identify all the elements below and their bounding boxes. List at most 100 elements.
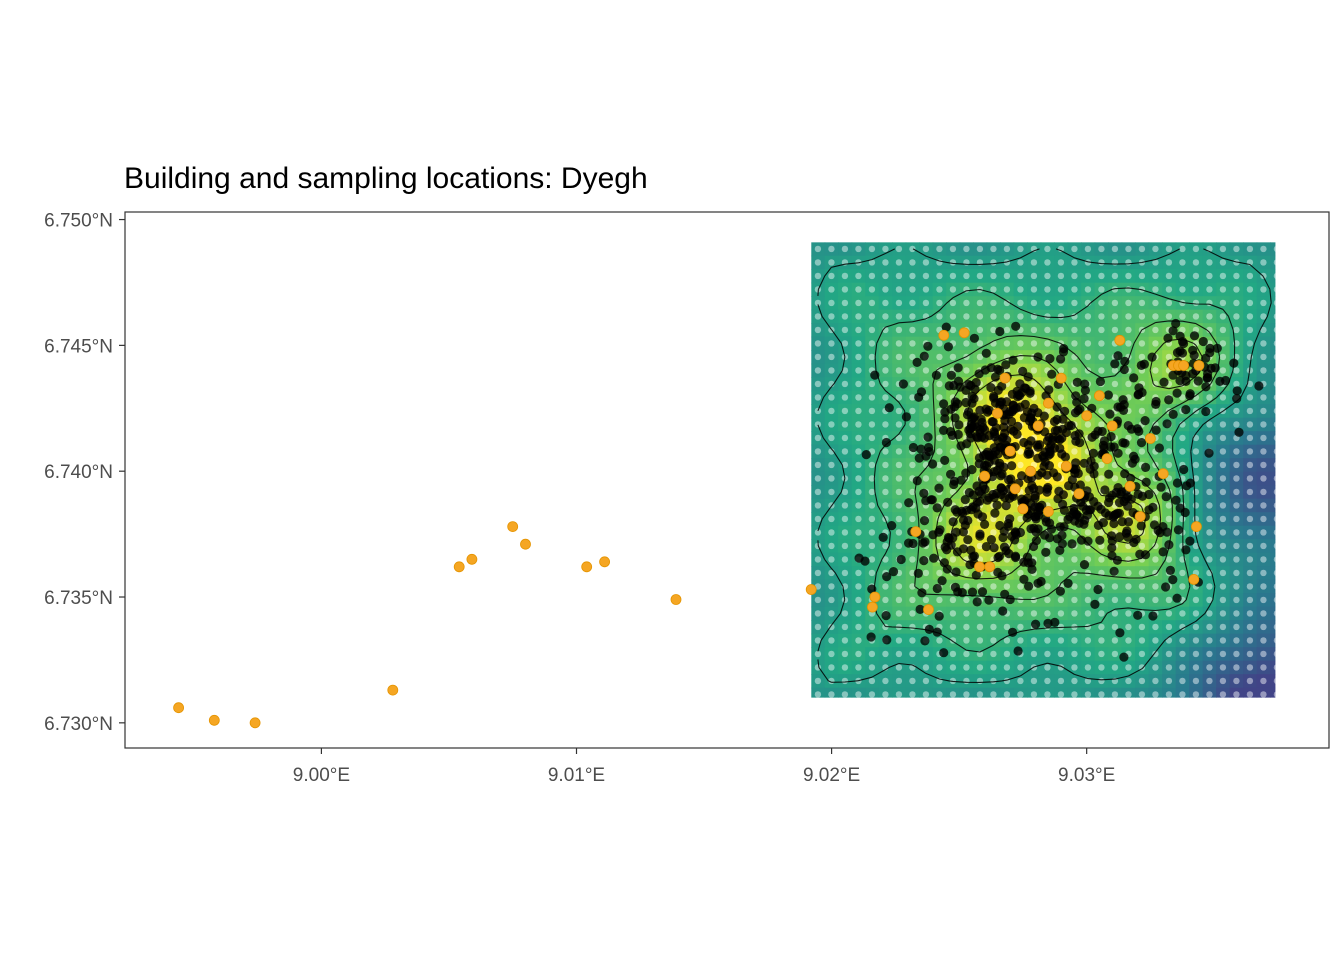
raster-cell — [1094, 255, 1109, 270]
raster-grid-point — [1246, 326, 1254, 334]
raster-cell — [1054, 323, 1069, 338]
raster-grid-point — [1273, 246, 1276, 252]
raster-grid-point — [1111, 299, 1119, 307]
raster-cell — [892, 350, 907, 365]
raster-grid-point — [1152, 340, 1159, 347]
raster-cell — [851, 363, 866, 378]
building-point — [1229, 358, 1239, 368]
raster-grid-point — [841, 394, 849, 401]
raster-cell — [959, 620, 974, 635]
raster-grid-point — [1044, 596, 1051, 604]
raster-cell — [1189, 647, 1204, 662]
raster-grid-point — [1192, 502, 1200, 509]
raster-grid-point — [814, 623, 822, 631]
raster-grid-point — [1179, 272, 1186, 280]
building-point — [946, 370, 957, 380]
raster-cell — [892, 539, 907, 554]
building-point — [1144, 505, 1154, 515]
building-point — [946, 469, 956, 479]
building-point — [1033, 470, 1043, 480]
raster-grid-point — [828, 475, 835, 482]
raster-grid-point — [1111, 259, 1119, 266]
building-point — [967, 465, 977, 475]
raster-grid-point — [963, 596, 970, 604]
raster-cell — [838, 687, 853, 698]
raster-cell — [905, 579, 920, 594]
raster-cell — [1094, 606, 1109, 621]
raster-cell — [1243, 525, 1258, 540]
raster-grid-point — [922, 664, 930, 671]
building-point — [1109, 566, 1119, 576]
raster-cell — [1175, 579, 1190, 594]
raster-cell — [838, 323, 853, 338]
raster-cell — [1000, 242, 1015, 257]
raster-grid-point — [841, 529, 849, 536]
raster-grid-point — [855, 677, 862, 685]
y-axis: 6.730°N6.735°N6.740°N6.745°N6.750°N — [44, 211, 125, 735]
raster-grid-point — [1152, 407, 1159, 415]
raster-grid-point — [1206, 610, 1213, 617]
raster-grid-point — [841, 299, 849, 307]
building-point — [1087, 432, 1097, 442]
raster-grid-point — [949, 299, 957, 307]
raster-grid-point — [841, 691, 849, 698]
building-point — [1052, 534, 1062, 544]
raster-grid-point — [1030, 380, 1038, 388]
building-point — [1106, 432, 1116, 442]
raster-grid-point — [949, 610, 957, 617]
raster-grid-point — [1138, 542, 1146, 550]
building-point — [989, 455, 1000, 465]
building-point — [1134, 426, 1144, 436]
building-point — [1083, 536, 1093, 546]
raster-cell — [1121, 282, 1136, 297]
building-point — [1140, 416, 1150, 426]
raster-grid-point — [1098, 259, 1105, 266]
raster-cell — [919, 242, 934, 257]
raster-cell — [1202, 606, 1217, 621]
raster-cell — [878, 363, 893, 378]
raster-grid-point — [895, 610, 903, 617]
building-point — [1060, 452, 1070, 462]
raster-grid-point — [828, 407, 835, 415]
sampling-point — [1081, 410, 1093, 422]
raster-grid-point — [1017, 583, 1024, 590]
raster-cell — [973, 242, 988, 257]
raster-cell — [878, 336, 893, 351]
raster-cell — [851, 269, 866, 284]
building-point — [882, 572, 892, 582]
raster-grid-point — [1138, 340, 1146, 347]
building-point — [971, 570, 981, 580]
raster-cell — [1081, 620, 1096, 635]
raster-grid-point — [855, 448, 862, 455]
raster-cell — [1094, 296, 1109, 311]
raster-cell — [1270, 633, 1276, 648]
y-tick-label: 6.745°N — [44, 336, 113, 357]
raster-grid-point — [1260, 340, 1267, 347]
raster-cell — [878, 242, 893, 257]
raster-cell — [851, 633, 866, 648]
building-point — [1025, 388, 1035, 398]
raster-grid-point — [1206, 691, 1213, 698]
raster-grid-point — [882, 286, 889, 293]
raster-grid-point — [1233, 488, 1240, 496]
building-point — [1006, 424, 1016, 434]
raster-grid-point — [1219, 367, 1227, 374]
building-point — [1112, 555, 1122, 565]
raster-grid-point — [976, 299, 984, 307]
raster-grid-point — [1273, 529, 1276, 536]
raster-cell — [1000, 269, 1015, 284]
raster-cell — [946, 687, 961, 698]
building-point — [1154, 443, 1164, 453]
raster-grid-point — [1260, 542, 1267, 550]
raster-grid-point — [1057, 556, 1065, 563]
raster-grid-point — [1125, 556, 1132, 563]
building-point — [1104, 493, 1115, 503]
raster-cell — [1243, 242, 1258, 257]
raster-cell — [1216, 282, 1231, 297]
raster-cell — [1216, 444, 1231, 459]
raster-grid-point — [909, 272, 916, 280]
raster-grid-point — [1071, 353, 1078, 361]
raster-cell — [865, 471, 880, 486]
raster-grid-point — [895, 475, 903, 482]
building-point — [941, 322, 951, 332]
